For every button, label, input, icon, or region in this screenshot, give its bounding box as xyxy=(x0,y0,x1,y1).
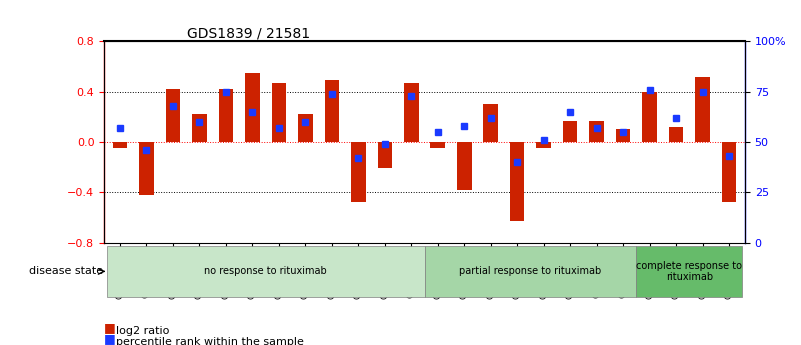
Bar xyxy=(510,142,525,221)
Bar xyxy=(272,83,286,142)
Text: ■: ■ xyxy=(104,321,116,334)
Text: no response to rituximab: no response to rituximab xyxy=(204,266,327,276)
Text: disease state: disease state xyxy=(29,266,103,276)
Bar xyxy=(695,77,710,142)
Bar xyxy=(563,121,578,142)
Bar xyxy=(351,142,365,203)
Bar xyxy=(166,89,180,142)
Text: log2 ratio: log2 ratio xyxy=(116,326,170,336)
Bar xyxy=(298,114,312,142)
Bar xyxy=(219,89,233,142)
Bar xyxy=(537,142,551,148)
Bar xyxy=(722,142,736,203)
Bar xyxy=(430,142,445,148)
Bar xyxy=(192,114,207,142)
Bar xyxy=(139,142,154,195)
Text: ■: ■ xyxy=(104,332,116,345)
Bar xyxy=(113,142,127,148)
FancyBboxPatch shape xyxy=(425,246,636,297)
Bar xyxy=(616,129,630,142)
Text: partial response to rituximab: partial response to rituximab xyxy=(459,266,602,276)
Text: GDS1839 / 21581: GDS1839 / 21581 xyxy=(187,26,311,40)
Bar xyxy=(377,142,392,168)
Text: complete response to
rituximab: complete response to rituximab xyxy=(636,260,743,282)
Bar xyxy=(484,104,498,142)
Bar xyxy=(669,127,683,142)
Bar xyxy=(324,80,339,142)
Bar xyxy=(642,92,657,142)
FancyBboxPatch shape xyxy=(636,246,743,297)
Text: percentile rank within the sample: percentile rank within the sample xyxy=(116,337,304,345)
FancyBboxPatch shape xyxy=(107,246,425,297)
Bar xyxy=(457,142,472,190)
Bar xyxy=(404,83,419,142)
Bar xyxy=(590,121,604,142)
Bar xyxy=(245,73,260,142)
